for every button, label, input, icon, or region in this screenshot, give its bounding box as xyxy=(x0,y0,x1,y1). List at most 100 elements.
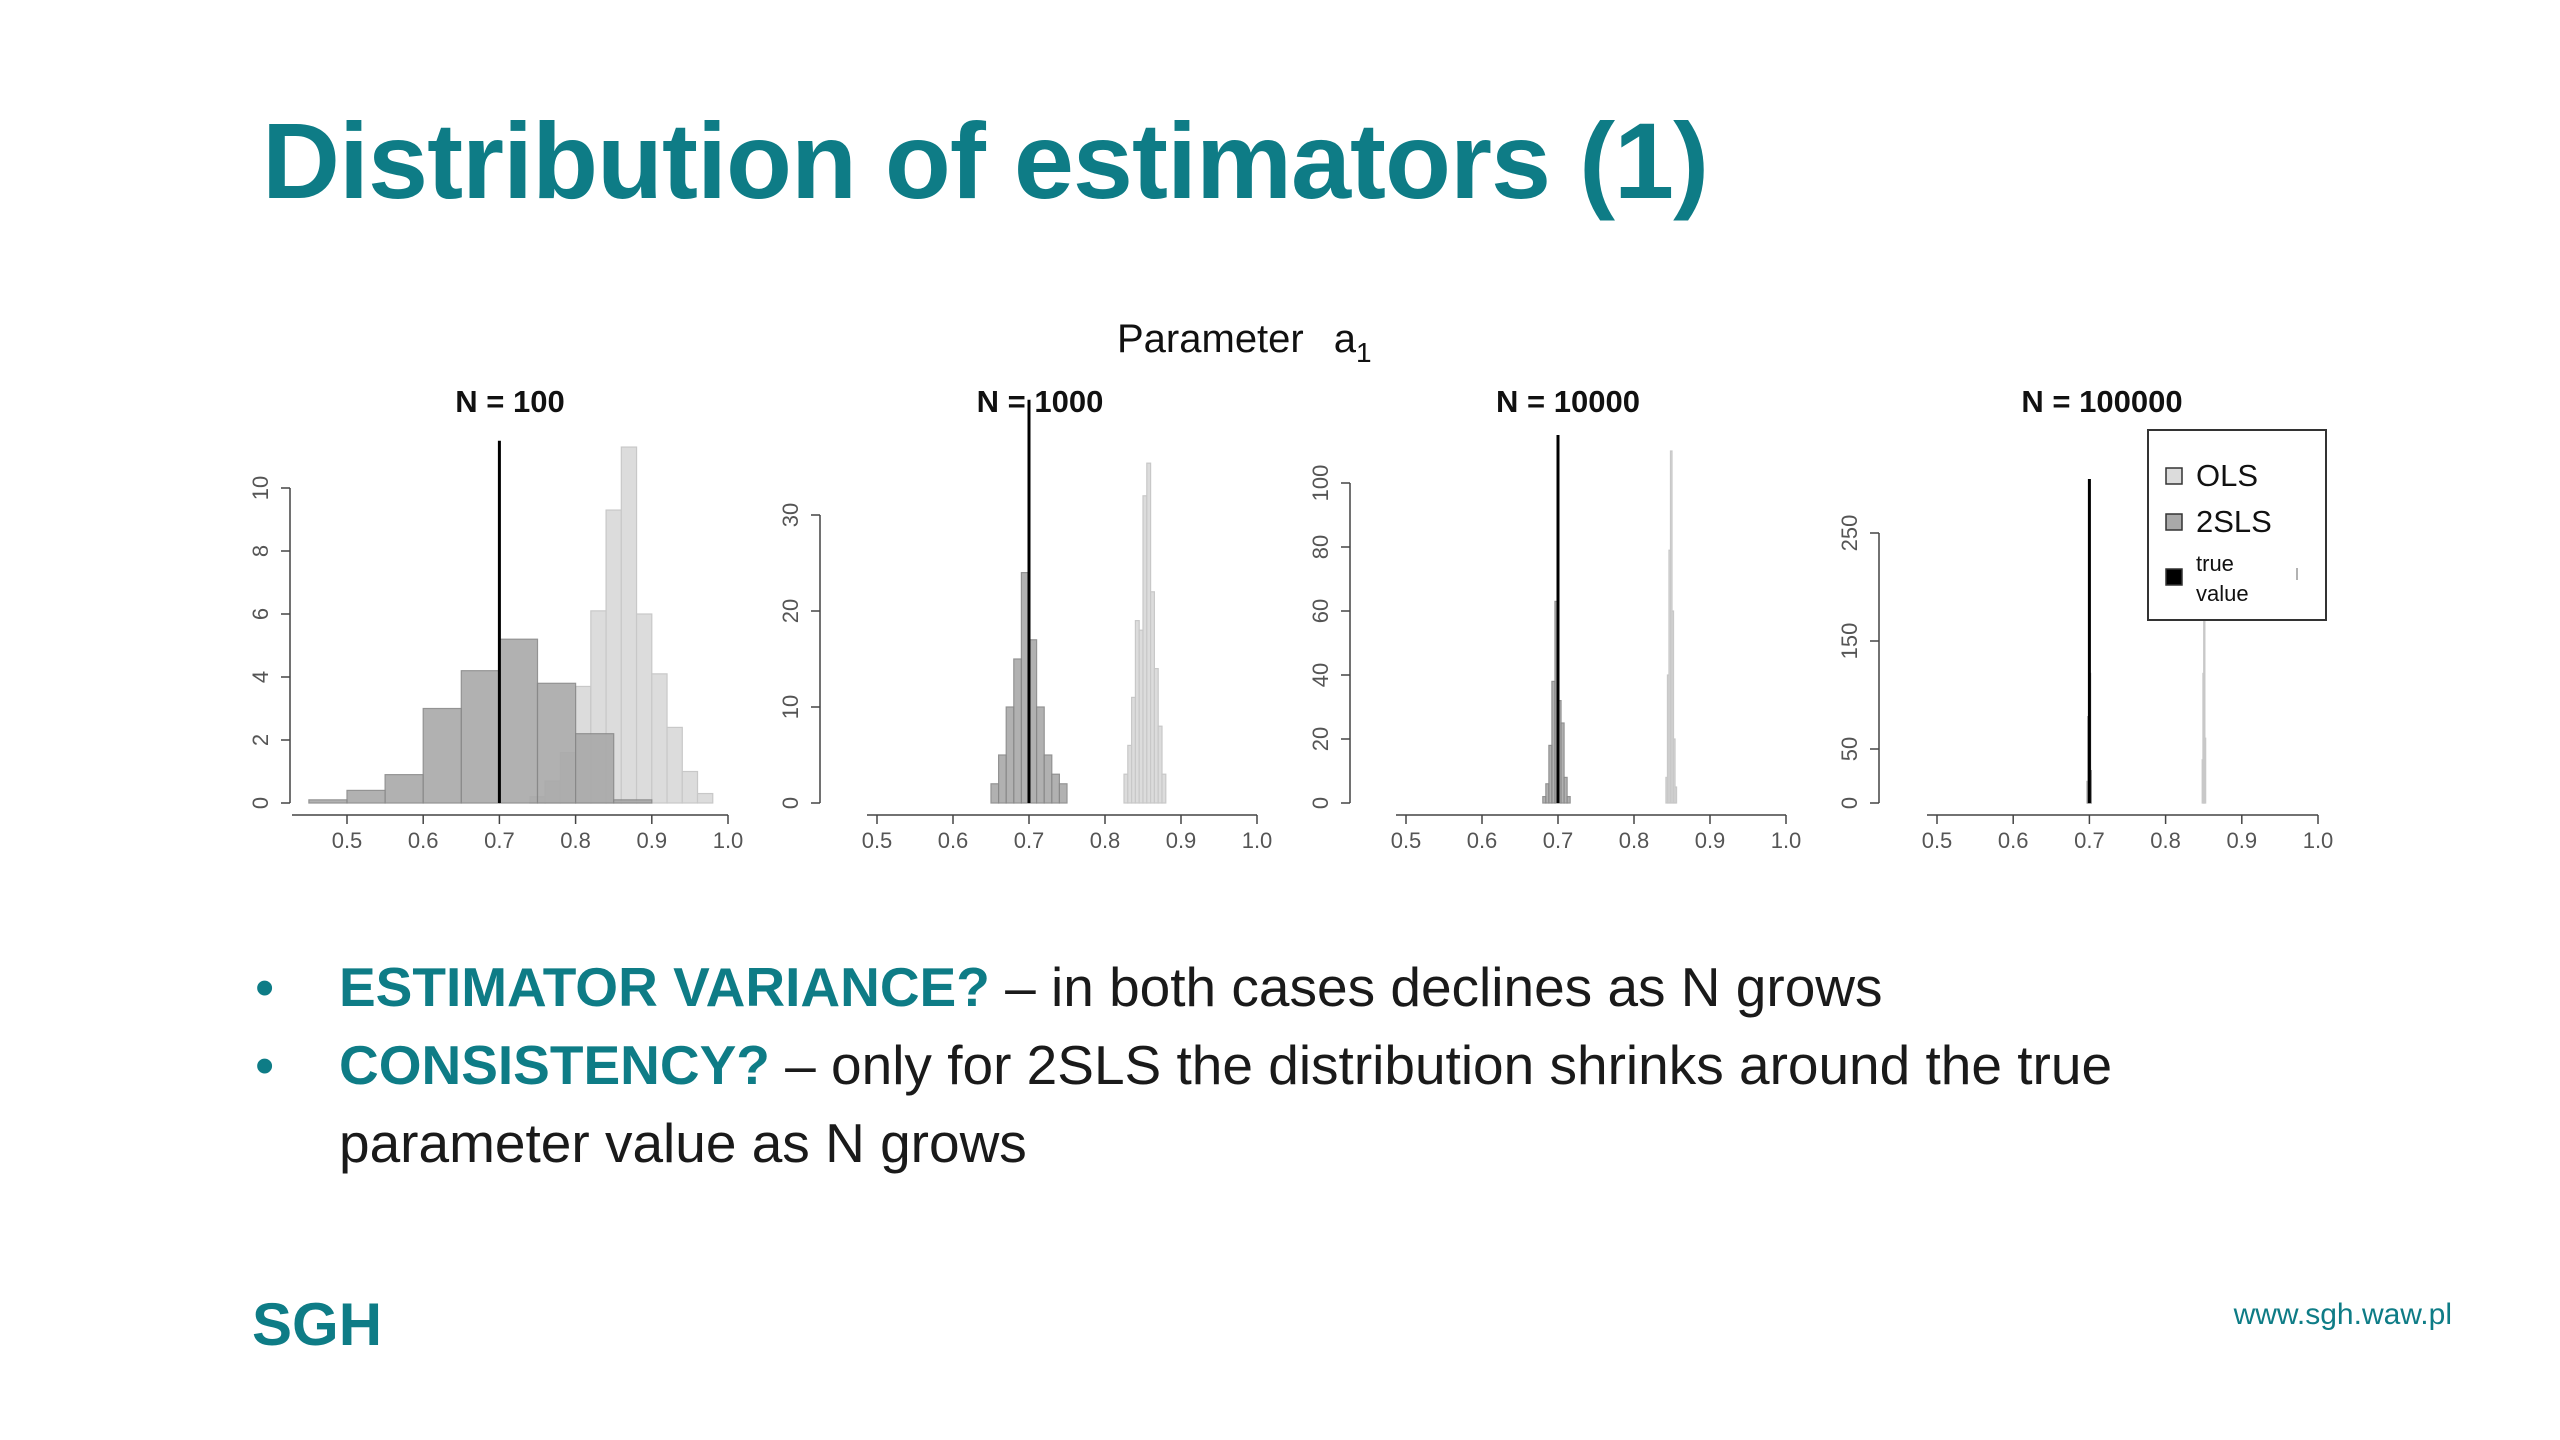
histogram-bar-2sls xyxy=(1051,773,1061,804)
x-tick-label: 0.6 xyxy=(1998,828,2029,853)
x-tick-label: 0.5 xyxy=(332,828,363,853)
x-tick-label: 1.0 xyxy=(1242,828,1273,853)
x-tick-label: 0.5 xyxy=(1391,828,1422,853)
x-tick-label: 0.6 xyxy=(408,828,439,853)
y-tick-label: 8 xyxy=(248,545,273,557)
y-tick-label: 0 xyxy=(778,797,803,809)
bullet-marker: • xyxy=(255,1034,275,1096)
histogram-bar-2sls xyxy=(498,638,539,804)
panel-title: N = 100 xyxy=(455,384,564,419)
legend-label: value xyxy=(2196,581,2249,606)
y-tick-label: 30 xyxy=(778,503,803,527)
x-tick-label: 0.8 xyxy=(1090,828,1121,853)
figure-title-subscript: 1 xyxy=(1356,337,1372,368)
legend-label: true xyxy=(2196,551,2234,576)
y-tick-label: 10 xyxy=(248,476,273,500)
bullet-text: – only for 2SLS the distribution shrinks… xyxy=(339,1034,2113,1174)
x-tick-label: 1.0 xyxy=(713,828,744,853)
y-tick-label: 80 xyxy=(1308,535,1333,559)
histogram-panel-2: N = 1000 0.5 0.6 0.7 0.8 0.9 1.0 0 10 20 30 xyxy=(778,384,1272,853)
histogram-bar-ols xyxy=(1157,725,1163,804)
histogram-bar-ols xyxy=(1672,738,1676,804)
y-tick-label: 150 xyxy=(1837,623,1862,660)
histogram-bar-ols xyxy=(666,726,683,804)
bullet-text: – in both cases declines as N grows xyxy=(989,956,1883,1018)
histogram-bar-ols xyxy=(681,770,699,804)
histogram-bar-2sls xyxy=(997,754,1007,804)
bullet-item-consistency: • CONSISTENCY? – only for 2SLS the distr… xyxy=(255,1026,2355,1182)
bullet-marker: • xyxy=(255,956,275,1018)
x-tick-label: 0.9 xyxy=(1695,828,1726,853)
legend-label: OLS xyxy=(2196,458,2258,493)
x-tick-label: 0.9 xyxy=(2227,828,2258,853)
histogram-bar-2sls xyxy=(1043,754,1053,804)
x-tick-label: 0.6 xyxy=(1467,828,1498,853)
histogram-bar-ols xyxy=(1671,610,1675,804)
x-tick-label: 1.0 xyxy=(2303,828,2334,853)
legend-label: 2SLS xyxy=(2196,504,2272,539)
histogram-bar-2sls xyxy=(536,682,577,804)
y-tick-label: 4 xyxy=(248,671,273,683)
histogram-panel-4: N = 100000 0.5 0.6 0.7 0.8 0.9 1.0 0 50 150 250 OLS… xyxy=(1837,384,2333,853)
histogram-bar-2sls xyxy=(384,774,424,804)
histogram-bar-2sls xyxy=(346,789,386,804)
histogram-bar-2sls xyxy=(990,783,1000,804)
histogram-bar-2sls xyxy=(1013,658,1022,804)
y-tick-label: 100 xyxy=(1308,465,1333,502)
histogram-bar-2sls xyxy=(1058,783,1068,804)
histogram-bar-2sls xyxy=(1035,706,1045,804)
bullet-list: • ESTIMATOR VARIANCE? – in both cases de… xyxy=(255,948,2355,1182)
slide-title: Distribution of estimators (1) xyxy=(262,100,1709,221)
y-tick-label: 2 xyxy=(248,734,273,746)
chart-legend: OLS 2SLS true value xyxy=(2147,429,2327,621)
histogram-bar-2sls xyxy=(308,799,348,804)
footer-url-link[interactable]: www.sgh.waw.pl xyxy=(2233,1298,2452,1331)
histogram-bar-ols xyxy=(1674,786,1678,804)
x-tick-label: 0.5 xyxy=(1922,828,1953,853)
histogram-bar-ols xyxy=(635,613,653,804)
histogram-panel-3: N = 10000 0.5 0.6 0.7 0.8 0.9 1.0 0 20 40 60 80 100 xyxy=(1308,384,1801,853)
histogram-bar-2sls xyxy=(613,799,653,804)
x-tick-label: 1.0 xyxy=(1771,828,1802,853)
y-tick-label: 40 xyxy=(1308,663,1333,687)
x-tick-label: 0.8 xyxy=(560,828,591,853)
figure-title-text: Parameter xyxy=(1117,317,1304,361)
y-tick-label: 6 xyxy=(248,608,273,620)
x-tick-label: 0.6 xyxy=(938,828,969,853)
y-tick-label: 20 xyxy=(1308,727,1333,751)
x-tick-label: 0.8 xyxy=(2150,828,2181,853)
bullet-key: CONSISTENCY? xyxy=(339,1034,770,1096)
bullet-item-variance: • ESTIMATOR VARIANCE? – in both cases de… xyxy=(255,948,2355,1026)
histogram-bar-2sls xyxy=(1005,706,1015,804)
histogram-bar-ols xyxy=(2203,737,2207,804)
histogram-figure: Parameter a1 N = 100 0.5 0.6 0.7 0.8 0.9 1.0 0 2 4… xyxy=(248,317,2333,853)
x-tick-label: 0.7 xyxy=(2074,828,2105,853)
bullet-key: ESTIMATOR VARIANCE? xyxy=(339,956,990,1018)
x-tick-label: 0.7 xyxy=(1014,828,1045,853)
x-tick-label: 0.9 xyxy=(1166,828,1197,853)
histogram-bar-2sls xyxy=(1566,795,1571,804)
histogram-bar-2sls xyxy=(574,733,615,804)
panel-title: N = 1000 xyxy=(977,384,1104,419)
histogram-bar-2sls xyxy=(422,707,462,804)
legend-swatch-true xyxy=(2165,568,2183,586)
x-tick-label: 0.7 xyxy=(1543,828,1574,853)
legend-swatch-tsls xyxy=(2165,513,2183,531)
y-tick-label: 0 xyxy=(1308,797,1333,809)
y-tick-label: 20 xyxy=(778,599,803,623)
histogram-panel-1: N = 100 0.5 0.6 0.7 0.8 0.9 1.0 0 2 4 6 8 10 xyxy=(248,384,743,853)
panel-title: N = 10000 xyxy=(1496,384,1640,419)
x-tick-label: 0.9 xyxy=(637,828,668,853)
histogram-bar-ols xyxy=(620,446,638,804)
x-tick-label: 0.7 xyxy=(484,828,515,853)
histogram-bar-2sls xyxy=(1560,722,1565,804)
y-tick-label: 10 xyxy=(778,695,803,719)
sgh-logo: SGH xyxy=(252,1291,383,1358)
x-tick-label: 0.5 xyxy=(862,828,893,853)
y-tick-label: 60 xyxy=(1308,599,1333,623)
histogram-bar-ols xyxy=(651,673,668,804)
y-tick-label: 50 xyxy=(1837,737,1862,761)
panel-title: N = 100000 xyxy=(2021,384,2182,419)
y-tick-label: 250 xyxy=(1837,515,1862,552)
